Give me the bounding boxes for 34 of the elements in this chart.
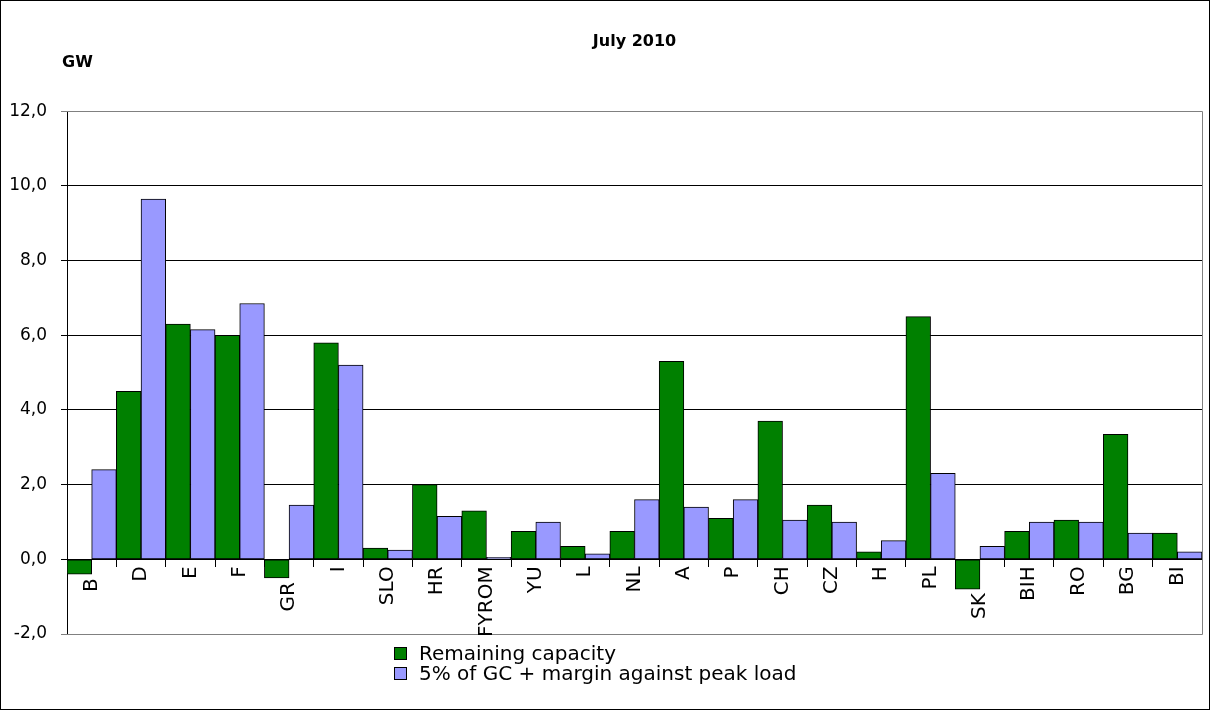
- x-tick-label: P: [719, 566, 744, 579]
- legend-label: Remaining capacity: [419, 641, 616, 665]
- x-tick-label: SK: [966, 592, 991, 619]
- x-tick-label: B: [77, 578, 102, 592]
- y-tick-label: 2,0: [19, 473, 47, 494]
- x-tick-label: FYROM: [472, 566, 497, 637]
- x-tick-label: H: [867, 566, 892, 582]
- x-tick-label: SLO: [373, 566, 398, 606]
- x-tick-label: NL: [620, 565, 645, 593]
- x-tick-label: F: [225, 566, 250, 578]
- chart-title: July 2010: [591, 30, 677, 50]
- y-tick-label: 12,0: [9, 99, 47, 120]
- x-tick-label: GR: [275, 581, 300, 612]
- x-tick-label: HR: [423, 566, 448, 596]
- x-tick-label: PL: [916, 565, 941, 590]
- y-tick-label: -2,0: [13, 622, 47, 643]
- x-tick-label: BI: [1163, 566, 1188, 586]
- x-tick-label: A: [670, 566, 695, 580]
- x-tick-label: E: [176, 566, 201, 579]
- y-tick-label: 10,0: [9, 174, 47, 195]
- y-tick-label: 8,0: [19, 248, 47, 269]
- y-tick-label: 4,0: [19, 398, 47, 419]
- x-tick-label: D: [127, 566, 152, 582]
- x-tick-label: BIH: [1015, 566, 1040, 601]
- x-tick-label: YU: [522, 566, 547, 595]
- y-tick-label: 6,0: [19, 323, 47, 344]
- y-axis-title: GW: [62, 52, 94, 72]
- x-tick-label: RO: [1064, 566, 1089, 596]
- x-tick-label: CH: [768, 566, 793, 596]
- x-tick-label: CZ: [818, 566, 843, 594]
- x-tick-label: L: [571, 565, 596, 578]
- y-tick-label: 0,0: [19, 547, 47, 568]
- x-tick-label: BG: [1114, 566, 1139, 596]
- x-tick-label: I: [324, 566, 349, 573]
